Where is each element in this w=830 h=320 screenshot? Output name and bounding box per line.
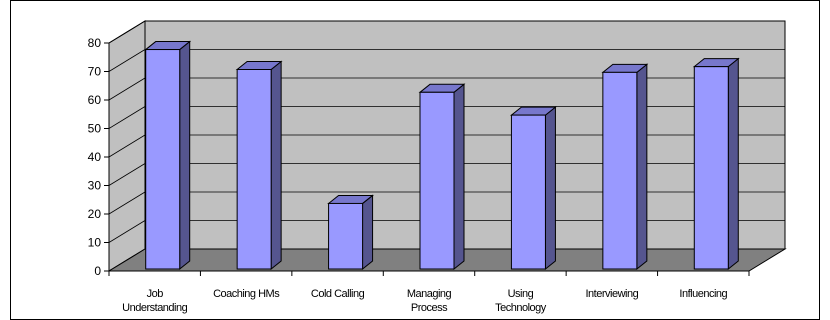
x-tick-label: Coaching HMs	[213, 288, 280, 300]
bar-front	[510, 114, 546, 270]
y-tick-labels: 0 10 20 30 40 50 60 70 80	[88, 36, 102, 278]
x-tick-label-line: Influencing	[679, 288, 727, 300]
x-tick-label-line: Managing	[407, 288, 452, 300]
bar	[144, 40, 192, 271]
y-tick-label: 50	[88, 122, 102, 136]
x-tick-label-line: Understanding	[122, 302, 187, 314]
axes	[104, 42, 750, 276]
x-tick-label: Influencing	[679, 288, 727, 300]
bar-side	[270, 60, 282, 271]
x-tick-labels: Job Understanding Coaching HMs Cold Calling…	[122, 288, 728, 314]
x-tick-label-line: Using	[508, 288, 534, 300]
y-tick-label: 10	[88, 236, 102, 250]
bar-front	[328, 202, 364, 270]
x-tick-label: Interviewing	[586, 288, 639, 300]
y-tick-label: 0	[94, 264, 101, 278]
x-tick-label-line: Technology	[495, 302, 547, 314]
bar-side	[453, 83, 465, 271]
y-tick-label: 20	[88, 207, 102, 221]
x-tick-label-line: Process	[411, 302, 448, 314]
gridline-diagonal	[108, 77, 146, 101]
bar	[510, 106, 557, 271]
y-tick-label: 60	[88, 93, 102, 107]
bar-front	[419, 91, 455, 270]
bar	[327, 194, 374, 271]
x-tick-label-line: Job	[147, 288, 164, 300]
gridline-diagonal	[108, 49, 146, 72]
bar-side	[727, 57, 739, 271]
y-tick-label: 30	[88, 179, 102, 193]
gridline-diagonal	[108, 220, 146, 243]
y-tick-label: 40	[88, 150, 102, 164]
x-tick-label-line: Cold Calling	[311, 288, 365, 300]
x-tick-label-line: Coaching HMs	[213, 288, 280, 300]
bar-side	[636, 63, 648, 271]
bar	[235, 60, 283, 271]
gridline-diagonal	[108, 163, 146, 186]
x-tick-label: Job Understanding	[122, 288, 187, 314]
x-tick-label: Cold Calling	[311, 288, 365, 300]
bar-front	[145, 49, 181, 270]
bar-front	[236, 69, 272, 270]
x-tick-label: Using Technology	[495, 288, 547, 314]
y-tick-label: 80	[88, 36, 102, 50]
gridline-diagonal	[108, 20, 146, 44]
bar-side	[544, 106, 556, 271]
gridline-diagonal	[108, 191, 146, 215]
bar-chart: 0 10 20 30 40 50 60 70 80 Job Understanding Coachi…	[88, 20, 787, 314]
gridline-diagonal	[108, 106, 146, 129]
bar-side	[362, 194, 374, 271]
bar	[418, 83, 466, 271]
bar	[692, 57, 740, 271]
bar	[601, 63, 649, 271]
bar-front	[693, 66, 729, 270]
y-tick-label: 70	[88, 65, 102, 79]
bar-side	[179, 40, 191, 271]
x-tick-label: Managing Process	[407, 288, 452, 314]
bar-front	[602, 71, 638, 270]
chart-frame: 0 10 20 30 40 50 60 70 80 Job Understanding Coachi…	[10, 0, 820, 320]
x-tick-label-line: Interviewing	[586, 288, 639, 300]
gridline-diagonal	[108, 134, 146, 158]
bars	[144, 40, 740, 271]
